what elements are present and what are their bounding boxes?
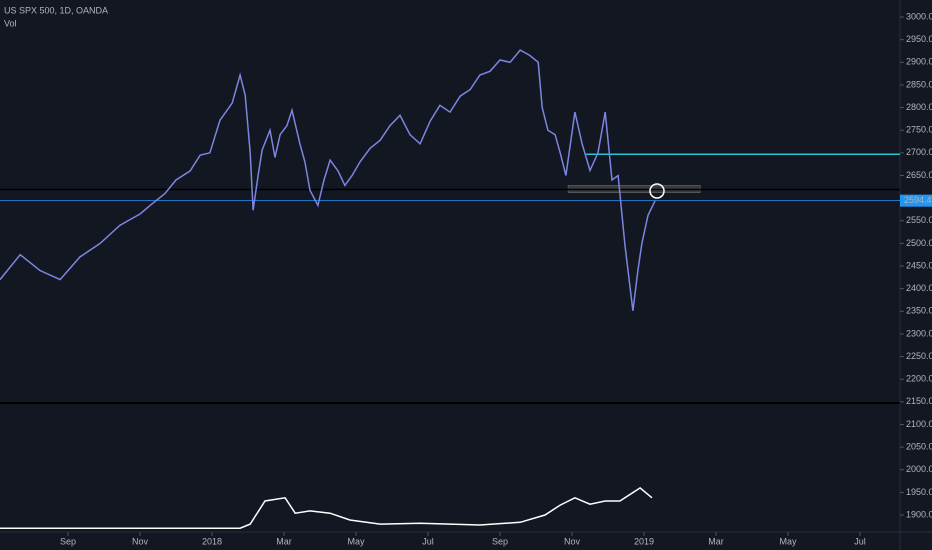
y-tick-label: 2550.0	[906, 215, 932, 225]
series-line	[0, 49, 656, 311]
x-tick-label: Jul	[854, 536, 866, 546]
x-tick-label: Mar	[276, 536, 292, 546]
y-tick-label: 2100.0	[906, 419, 932, 429]
x-tick-label: 2019	[634, 536, 654, 546]
x-tick-label: 2018	[202, 536, 222, 546]
x-tick-label: Nov	[132, 536, 149, 546]
y-tick-label: 2350.0	[906, 306, 932, 316]
x-tick-label: Sep	[60, 536, 76, 546]
y-tick-label: 1950.0	[906, 487, 932, 497]
y-tick-label: 2700.0	[906, 147, 932, 157]
y-tick-label: 2250.0	[906, 351, 932, 361]
y-tick-label: 2850.0	[906, 79, 932, 89]
y-tick-label: 2300.0	[906, 328, 932, 338]
x-tick-label: Mar	[708, 536, 724, 546]
y-tick-label: 2950.0	[906, 34, 932, 44]
y-tick-label: 2750.0	[906, 125, 932, 135]
x-tick-label: Jul	[422, 536, 434, 546]
x-tick-label: Sep	[492, 536, 508, 546]
last-price-tag	[900, 194, 932, 207]
y-tick-label: 2000.0	[906, 464, 932, 474]
x-tick-label: Nov	[564, 536, 581, 546]
y-tick-label: 2400.0	[906, 283, 932, 293]
x-tick-label: May	[780, 536, 798, 546]
volume-label: Vol	[4, 18, 17, 28]
chart-title: US SPX 500, 1D, OANDA	[4, 5, 108, 15]
y-tick-label: 2650.0	[906, 170, 932, 180]
y-tick-label: 2450.0	[906, 260, 932, 270]
y-tick-label: 2500.0	[906, 238, 932, 248]
x-tick-label: May	[348, 536, 366, 546]
y-tick-label: 2050.0	[906, 441, 932, 451]
y-tick-label: 2200.0	[906, 374, 932, 384]
cursor-annotation	[649, 183, 665, 199]
last-price-label: 2594.4	[904, 195, 932, 205]
y-tick-label: 2150.0	[906, 396, 932, 406]
series-line	[0, 486, 653, 529]
y-tick-label: 2800.0	[906, 102, 932, 112]
y-tick-label: 3000.0	[906, 11, 932, 21]
y-tick-label: 1900.0	[906, 509, 932, 519]
y-tick-label: 2900.0	[906, 57, 932, 67]
